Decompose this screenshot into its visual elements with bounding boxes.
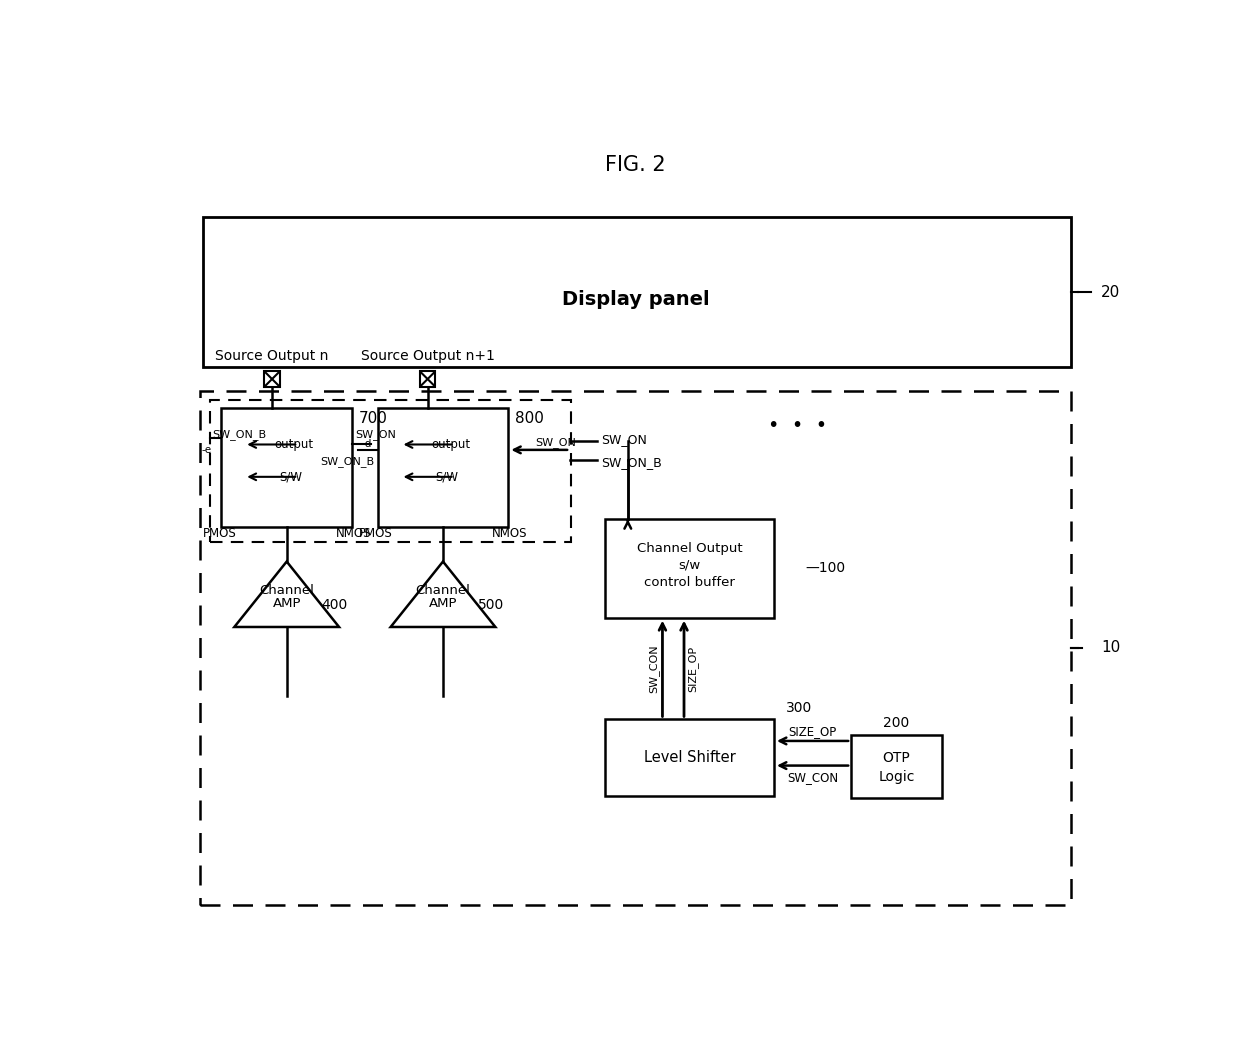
Text: control buffer: control buffer xyxy=(644,575,735,589)
Text: Channel: Channel xyxy=(415,584,470,597)
Text: •  •  •: • • • xyxy=(768,415,827,434)
Bar xyxy=(377,408,508,527)
Text: SW_CON: SW_CON xyxy=(787,770,838,783)
Text: AMP: AMP xyxy=(429,597,458,609)
Text: SW_ON: SW_ON xyxy=(536,436,577,448)
Text: 20: 20 xyxy=(1101,285,1121,299)
Text: PMOS: PMOS xyxy=(203,527,237,540)
Text: Logic: Logic xyxy=(878,770,915,784)
Text: SW_ON: SW_ON xyxy=(355,429,396,440)
Text: -e: -e xyxy=(202,445,212,455)
Bar xyxy=(201,391,1070,905)
Text: Channel Output: Channel Output xyxy=(636,542,743,555)
Text: 400: 400 xyxy=(321,599,347,612)
Text: SW_ON_B: SW_ON_B xyxy=(212,429,267,440)
Text: SW_ON_B: SW_ON_B xyxy=(601,455,662,469)
Text: PMOS: PMOS xyxy=(360,527,393,540)
Text: NMOS: NMOS xyxy=(336,527,372,540)
Text: Source Output n+1: Source Output n+1 xyxy=(361,349,495,363)
Bar xyxy=(605,520,774,618)
Text: SIZE_OP: SIZE_OP xyxy=(789,725,837,738)
Text: NMOS: NMOS xyxy=(492,527,528,540)
Bar xyxy=(420,371,435,387)
Text: -d: -d xyxy=(361,440,372,449)
Text: Level Shifter: Level Shifter xyxy=(644,750,735,765)
Bar xyxy=(605,720,774,797)
Text: S/W: S/W xyxy=(435,470,459,484)
Text: S/W: S/W xyxy=(279,470,303,484)
Text: FIG. 2: FIG. 2 xyxy=(605,155,666,175)
Text: 500: 500 xyxy=(477,599,503,612)
Text: 800: 800 xyxy=(515,411,543,426)
Text: Display panel: Display panel xyxy=(562,290,709,309)
Bar xyxy=(851,735,942,798)
Text: AMP: AMP xyxy=(273,597,301,609)
Text: SW_ON_B: SW_ON_B xyxy=(320,456,374,467)
Text: 10: 10 xyxy=(1101,640,1121,656)
Text: OTP: OTP xyxy=(883,750,910,765)
Text: 200: 200 xyxy=(883,717,910,730)
Text: output: output xyxy=(275,438,314,451)
Text: SW_ON: SW_ON xyxy=(601,432,647,446)
Text: 700: 700 xyxy=(358,411,387,426)
Bar xyxy=(221,408,352,527)
Text: SW_CON: SW_CON xyxy=(649,644,660,692)
Text: Source Output n: Source Output n xyxy=(216,349,329,363)
Text: 300: 300 xyxy=(786,701,812,715)
Bar xyxy=(211,399,570,542)
Bar xyxy=(203,217,1071,368)
Text: s/w: s/w xyxy=(678,559,701,572)
Text: SIZE_OP: SIZE_OP xyxy=(687,645,698,691)
Text: —100: —100 xyxy=(805,562,844,575)
Text: output: output xyxy=(432,438,470,451)
Bar xyxy=(264,371,280,387)
Text: Channel: Channel xyxy=(259,584,314,597)
